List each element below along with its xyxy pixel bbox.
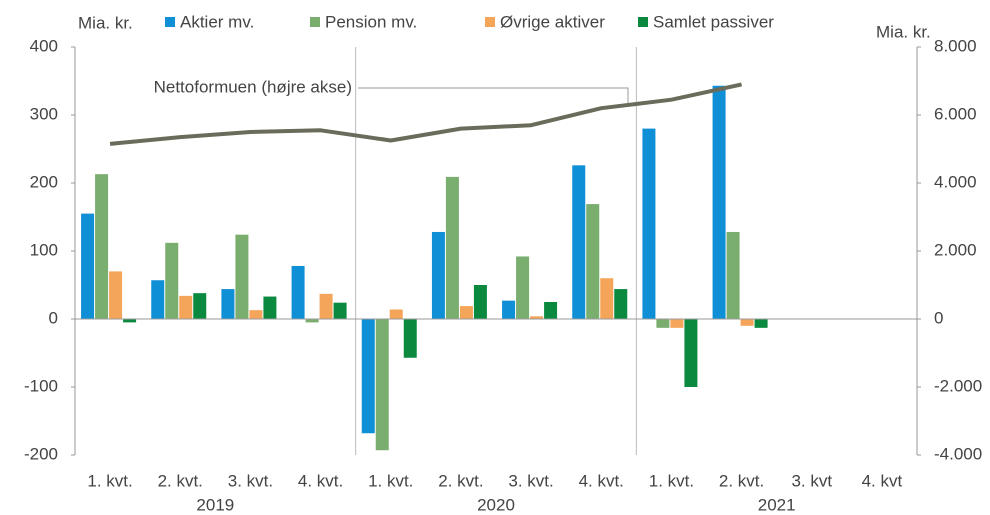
legend-swatch (310, 17, 320, 27)
y-tick-label: 300 (30, 104, 58, 123)
bar (502, 300, 516, 319)
year-label: 2019 (196, 495, 234, 514)
bar (263, 296, 277, 319)
bar (712, 85, 726, 319)
legend-swatch (485, 17, 495, 27)
y2-tick-label: 6.000 (934, 104, 977, 123)
bar (375, 319, 389, 451)
y-tick-label: -100 (24, 376, 58, 395)
x-tick-label: 4. kvt. (298, 471, 343, 490)
bar (642, 128, 656, 319)
bar (670, 319, 684, 328)
bar (459, 306, 473, 319)
bar (193, 293, 207, 319)
legend-label: Aktier mv. (180, 12, 254, 31)
x-tick-label: 3. kvt (791, 471, 832, 490)
bar (179, 295, 193, 319)
year-label: 2021 (758, 495, 796, 514)
x-tick-label: 3. kvt. (228, 471, 273, 490)
y-tick-label: 400 (30, 36, 58, 55)
y2-tick-label: -4.000 (934, 444, 982, 463)
bar (740, 319, 754, 326)
bar (572, 165, 586, 319)
bar (431, 231, 445, 319)
legend-swatch (638, 17, 648, 27)
bar (95, 174, 109, 319)
x-tick-label: 1. kvt. (368, 471, 413, 490)
y-axis-label: Mia. kr. (78, 13, 133, 32)
bar (656, 319, 670, 328)
y-tick-label: -200 (24, 444, 58, 463)
bar (516, 256, 530, 319)
bar (249, 310, 263, 319)
x-tick-label: 2. kvt. (438, 471, 483, 490)
bar (530, 316, 544, 319)
bar (726, 231, 740, 319)
bar (403, 319, 417, 358)
y2-tick-label: 0 (934, 308, 943, 327)
legend-label: Pension mv. (325, 12, 417, 31)
x-tick-label: 4. kvt (862, 471, 903, 490)
bar (291, 265, 305, 319)
year-label: 2020 (477, 495, 515, 514)
legend-swatch (165, 17, 175, 27)
bar (361, 319, 375, 434)
y2-axis-label: Mia. kr. (876, 22, 931, 41)
bar (235, 234, 249, 319)
x-tick-label: 2. kvt. (158, 471, 203, 490)
bar (600, 278, 614, 319)
bar (684, 319, 698, 387)
annotation: Nettoformuen (højre akse) (154, 77, 352, 96)
bar (445, 176, 459, 319)
bar (319, 293, 333, 319)
bar (165, 242, 179, 319)
bar (544, 302, 558, 319)
x-tick-label: 4. kvt. (579, 471, 624, 490)
legend-label: Samlet passiver (653, 12, 774, 31)
line (109, 82, 743, 146)
x-tick-label: 3. kvt. (508, 471, 553, 490)
bar (754, 319, 768, 328)
y2-tick-label: 2.000 (934, 240, 977, 259)
x-tick-label: 1. kvt. (87, 471, 132, 490)
y2-tick-label: 4.000 (934, 172, 977, 191)
y-tick-label: 100 (30, 240, 58, 259)
annotation-leader (358, 87, 629, 103)
bar (305, 319, 319, 323)
bar (389, 309, 403, 319)
bar (614, 289, 628, 319)
bar (151, 280, 165, 319)
y2-tick-label: -2.000 (934, 376, 982, 395)
bar (473, 285, 487, 319)
bar (123, 319, 137, 323)
y2-tick-label: 8.000 (934, 36, 977, 55)
bar (109, 271, 123, 319)
y-tick-label: 200 (30, 172, 58, 191)
bar (81, 213, 95, 319)
x-tick-label: 2. kvt. (719, 471, 764, 490)
bar (333, 302, 347, 319)
legend-label: Øvrige aktiver (500, 12, 605, 31)
bar (221, 289, 235, 319)
bar (586, 204, 600, 319)
x-tick-label: 1. kvt. (649, 471, 694, 490)
y-tick-label: 0 (49, 308, 58, 327)
